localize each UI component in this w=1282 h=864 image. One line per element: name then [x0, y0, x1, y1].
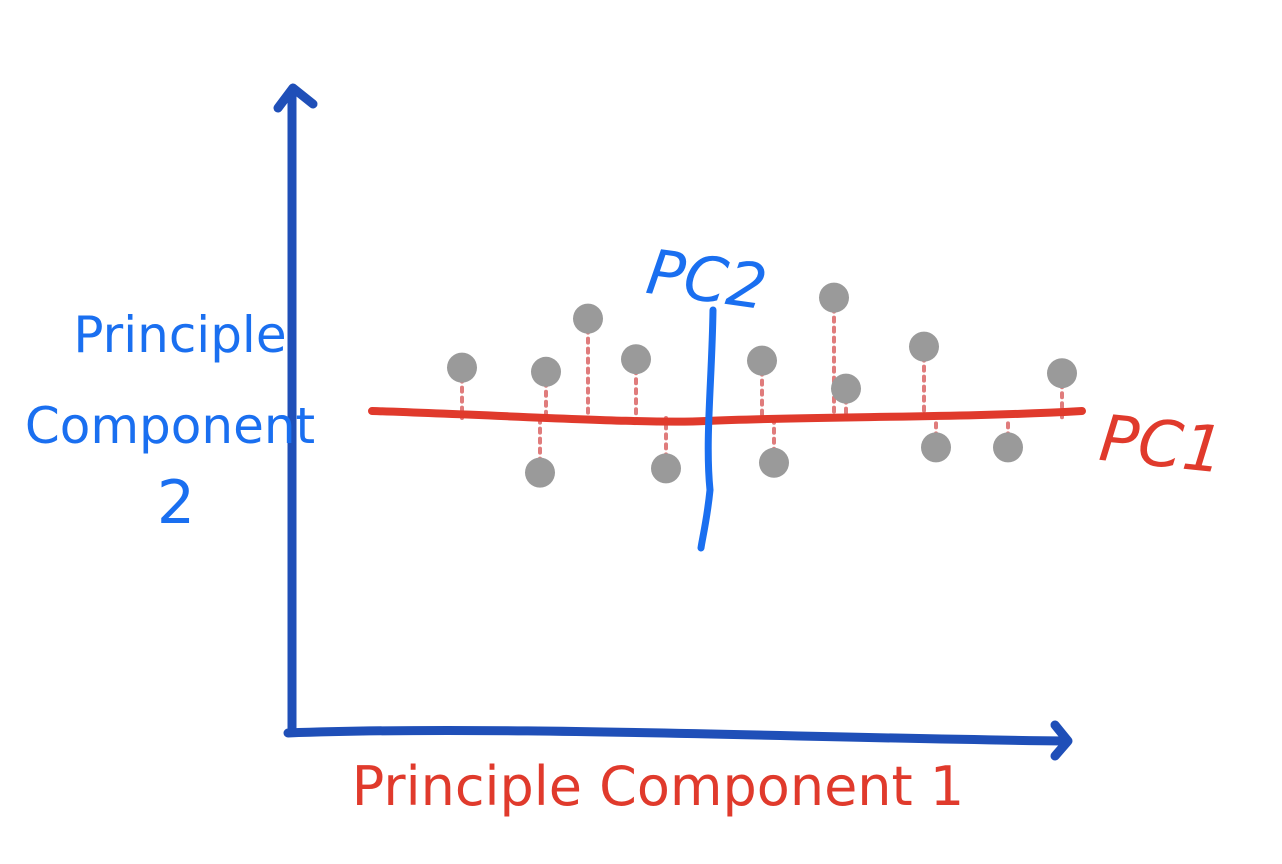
- data-point-13: [993, 432, 1023, 463]
- data-point-11: [909, 331, 939, 362]
- y-axis-label-line2: Component: [25, 397, 315, 455]
- data-point-1: [447, 352, 477, 383]
- data-point-8: [759, 447, 789, 478]
- pc1-label: PC1: [1096, 402, 1227, 489]
- data-point-6: [651, 453, 681, 484]
- y-axis-label-line3: 2: [157, 468, 195, 538]
- y-axis-line: [287, 90, 298, 735]
- y-axis-label-line1: Principle: [73, 306, 286, 364]
- data-point-12: [921, 432, 951, 463]
- data-point-5: [621, 344, 651, 375]
- y-axis-arrowhead: [273, 83, 318, 113]
- data-point-7: [747, 345, 777, 376]
- x-axis-label: Principle Component 1: [352, 755, 964, 818]
- data-point-14: [1047, 358, 1077, 389]
- pc2-line: [697, 306, 717, 552]
- data-point-3: [525, 457, 555, 488]
- data-point-2: [531, 356, 561, 387]
- pc1-line: [368, 407, 1086, 426]
- x-axis-line: [283, 725, 1070, 746]
- data-points: [447, 282, 1077, 488]
- data-point-10: [831, 373, 861, 404]
- x-axis-arrowhead: [1050, 720, 1073, 761]
- data-point-4: [573, 303, 603, 334]
- pc2-label: PC2: [642, 235, 771, 324]
- data-point-9: [819, 282, 849, 313]
